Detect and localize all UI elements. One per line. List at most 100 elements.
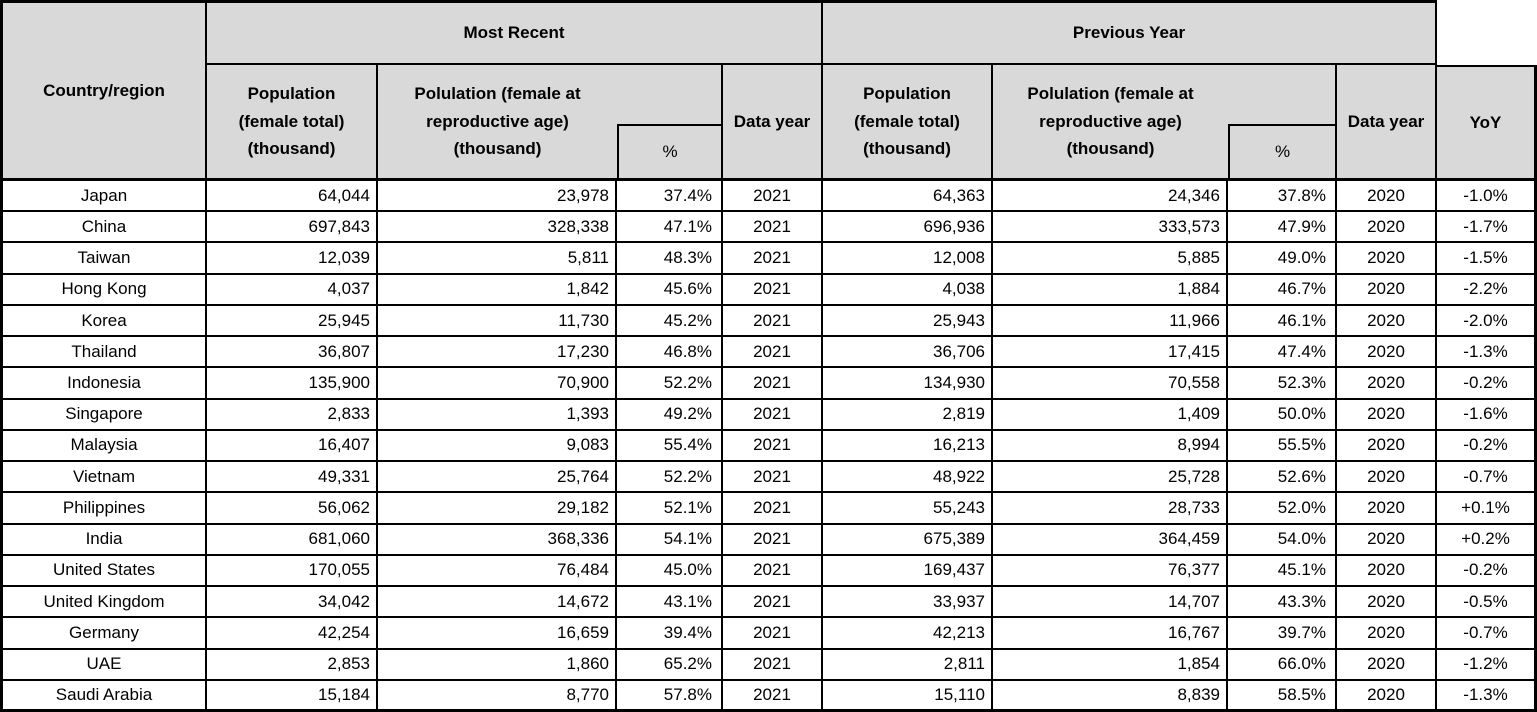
- previous-population-total-cell: 48,922: [823, 462, 993, 494]
- yoy-cell: -1.5%: [1437, 243, 1537, 275]
- header-group-most-recent: Most Recent: [207, 0, 823, 65]
- header-previous-data-year: Data year: [1337, 65, 1437, 181]
- recent-population-reproductive-cell: 368,336: [378, 524, 617, 556]
- previous-data-year-cell: 2020: [1337, 181, 1437, 213]
- country-cell: Hong Kong: [0, 274, 207, 306]
- recent-percent-cell: 48.3%: [617, 243, 723, 275]
- recent-population-total-cell: 42,254: [207, 618, 378, 650]
- country-cell: China: [0, 212, 207, 244]
- recent-percent-cell: 47.1%: [617, 212, 723, 244]
- yoy-cell: -2.2%: [1437, 274, 1537, 306]
- previous-percent-cell: 50.0%: [1228, 399, 1337, 431]
- previous-population-reproductive-cell: 1,884: [993, 274, 1228, 306]
- recent-data-year-cell: 2021: [723, 181, 823, 213]
- header-top-right-blank: [1437, 0, 1537, 65]
- previous-population-reproductive-cell: 24,346: [993, 181, 1228, 213]
- previous-population-reproductive-cell: 76,377: [993, 555, 1228, 588]
- recent-data-year-cell: 2021: [723, 212, 823, 244]
- recent-population-reproductive-cell: 1,860: [378, 649, 617, 681]
- country-cell: Singapore: [0, 399, 207, 431]
- recent-data-year-cell: 2021: [723, 680, 823, 712]
- previous-population-reproductive-cell: 1,409: [993, 399, 1228, 431]
- recent-population-reproductive-cell: 11,730: [378, 305, 617, 338]
- yoy-cell: -0.7%: [1437, 462, 1537, 494]
- recent-percent-cell: 54.1%: [617, 524, 723, 556]
- recent-population-reproductive-cell: 23,978: [378, 181, 617, 213]
- previous-population-reproductive-cell: 8,994: [993, 430, 1228, 463]
- recent-percent-cell: 57.8%: [617, 680, 723, 712]
- recent-population-total-cell: 2,853: [207, 649, 378, 681]
- recent-population-reproductive-cell: 1,393: [378, 399, 617, 431]
- previous-percent-cell: 46.7%: [1228, 274, 1337, 306]
- header-previous-population-reproductive-label: Polulation (female at reproductive age) …: [1027, 84, 1194, 159]
- previous-data-year-cell: 2020: [1337, 555, 1437, 588]
- previous-data-year-cell: 2020: [1337, 274, 1437, 306]
- yoy-cell: -2.0%: [1437, 305, 1537, 338]
- recent-population-total-cell: 49,331: [207, 462, 378, 494]
- previous-percent-cell: 45.1%: [1228, 555, 1337, 588]
- yoy-cell: -1.3%: [1437, 337, 1537, 369]
- previous-population-reproductive-cell: 14,707: [993, 587, 1228, 619]
- recent-data-year-cell: 2021: [723, 368, 823, 400]
- previous-population-total-cell: 2,819: [823, 399, 993, 431]
- recent-population-reproductive-cell: 16,659: [378, 618, 617, 650]
- recent-population-reproductive-cell: 25,764: [378, 462, 617, 494]
- recent-population-total-cell: 12,039: [207, 243, 378, 275]
- recent-population-total-cell: 681,060: [207, 524, 378, 556]
- header-previous-population-total: Population (female total) (thousand): [823, 65, 993, 181]
- recent-data-year-cell: 2021: [723, 493, 823, 525]
- country-cell: Thailand: [0, 337, 207, 369]
- previous-percent-cell: 37.8%: [1228, 181, 1337, 213]
- previous-population-reproductive-cell: 16,767: [993, 618, 1228, 650]
- previous-data-year-cell: 2020: [1337, 493, 1437, 525]
- recent-data-year-cell: 2021: [723, 243, 823, 275]
- header-recent-population-total: Population (female total) (thousand): [207, 65, 378, 181]
- recent-data-year-cell: 2021: [723, 305, 823, 338]
- recent-percent-cell: 43.1%: [617, 587, 723, 619]
- previous-population-reproductive-cell: 364,459: [993, 524, 1228, 556]
- previous-data-year-cell: 2020: [1337, 243, 1437, 275]
- yoy-cell: -1.3%: [1437, 680, 1537, 712]
- recent-population-total-cell: 170,055: [207, 555, 378, 588]
- recent-data-year-cell: 2021: [723, 555, 823, 588]
- country-cell: Indonesia: [0, 368, 207, 400]
- previous-population-total-cell: 2,811: [823, 649, 993, 681]
- previous-data-year-cell: 2020: [1337, 587, 1437, 619]
- recent-data-year-cell: 2021: [723, 399, 823, 431]
- previous-data-year-cell: 2020: [1337, 305, 1437, 338]
- previous-population-reproductive-cell: 8,839: [993, 680, 1228, 712]
- previous-percent-cell: 47.9%: [1228, 212, 1337, 244]
- previous-population-reproductive-cell: 70,558: [993, 368, 1228, 400]
- recent-data-year-cell: 2021: [723, 524, 823, 556]
- previous-data-year-cell: 2020: [1337, 430, 1437, 463]
- previous-population-reproductive-cell: 333,573: [993, 212, 1228, 244]
- yoy-cell: -1.0%: [1437, 181, 1537, 213]
- recent-population-reproductive-cell: 14,672: [378, 587, 617, 619]
- previous-percent-cell: 49.0%: [1228, 243, 1337, 275]
- previous-population-reproductive-cell: 1,854: [993, 649, 1228, 681]
- recent-percent-cell: 46.8%: [617, 337, 723, 369]
- header-previous-population-reproductive: Polulation (female at reproductive age) …: [993, 65, 1337, 181]
- recent-data-year-cell: 2021: [723, 649, 823, 681]
- recent-population-reproductive-cell: 29,182: [378, 493, 617, 525]
- recent-percent-cell: 52.2%: [617, 462, 723, 494]
- header-yoy: YoY: [1437, 65, 1537, 181]
- previous-population-reproductive-cell: 17,415: [993, 337, 1228, 369]
- previous-data-year-cell: 2020: [1337, 337, 1437, 369]
- recent-population-total-cell: 2,833: [207, 399, 378, 431]
- previous-percent-cell: 54.0%: [1228, 524, 1337, 556]
- previous-population-reproductive-cell: 11,966: [993, 305, 1228, 338]
- previous-data-year-cell: 2020: [1337, 462, 1437, 494]
- recent-population-reproductive-cell: 1,842: [378, 274, 617, 306]
- country-cell: Germany: [0, 618, 207, 650]
- previous-population-total-cell: 55,243: [823, 493, 993, 525]
- header-group-previous-year: Previous Year: [823, 0, 1437, 65]
- previous-population-total-cell: 15,110: [823, 680, 993, 712]
- previous-population-total-cell: 696,936: [823, 212, 993, 244]
- header-group-most-recent-label: Most Recent: [463, 23, 565, 43]
- recent-population-reproductive-cell: 328,338: [378, 212, 617, 244]
- recent-population-total-cell: 4,037: [207, 274, 378, 306]
- recent-population-reproductive-cell: 8,770: [378, 680, 617, 712]
- recent-percent-cell: 49.2%: [617, 399, 723, 431]
- previous-population-total-cell: 42,213: [823, 618, 993, 650]
